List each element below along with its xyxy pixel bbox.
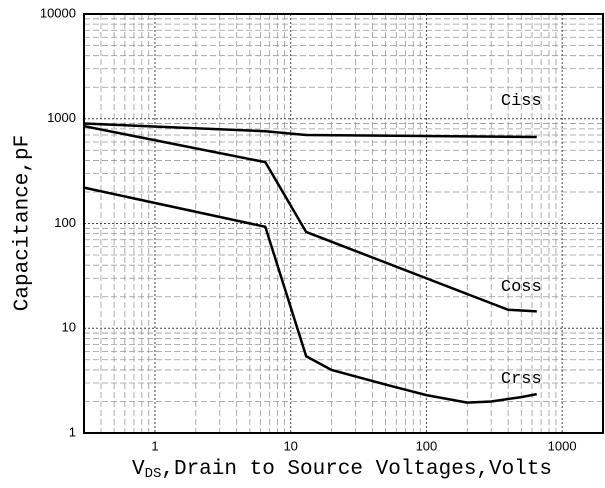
annotation: Coss — [501, 278, 542, 297]
annotation: Ciss — [501, 92, 542, 111]
x-tick-label: 1000 — [548, 438, 577, 453]
line — [83, 186, 537, 404]
x-title-rest: ,Drain to Source Voltages,Volts — [161, 458, 552, 481]
plot-frame — [83, 13, 604, 434]
x-title-main: V — [132, 458, 145, 481]
x-tick-label: 100 — [416, 438, 438, 453]
x-tick-label: 10 — [283, 438, 297, 453]
x-axis-title: VDS,Drain to Source Voltages,Volts — [132, 458, 552, 482]
x-title-sub: DS — [145, 466, 162, 482]
x-tick-label: 1 — [151, 438, 158, 453]
y-tick-label: 1000 — [47, 110, 76, 125]
y-tick-label: 10000 — [40, 5, 76, 20]
y-tick-label: 1 — [69, 424, 76, 439]
annotation: Crss — [501, 370, 542, 389]
y-axis-title: Capacitance,pF — [12, 135, 35, 311]
y-tick-label: 10 — [62, 320, 76, 335]
line — [83, 122, 537, 139]
y-tick-label: 100 — [54, 215, 76, 230]
line — [83, 124, 537, 313]
